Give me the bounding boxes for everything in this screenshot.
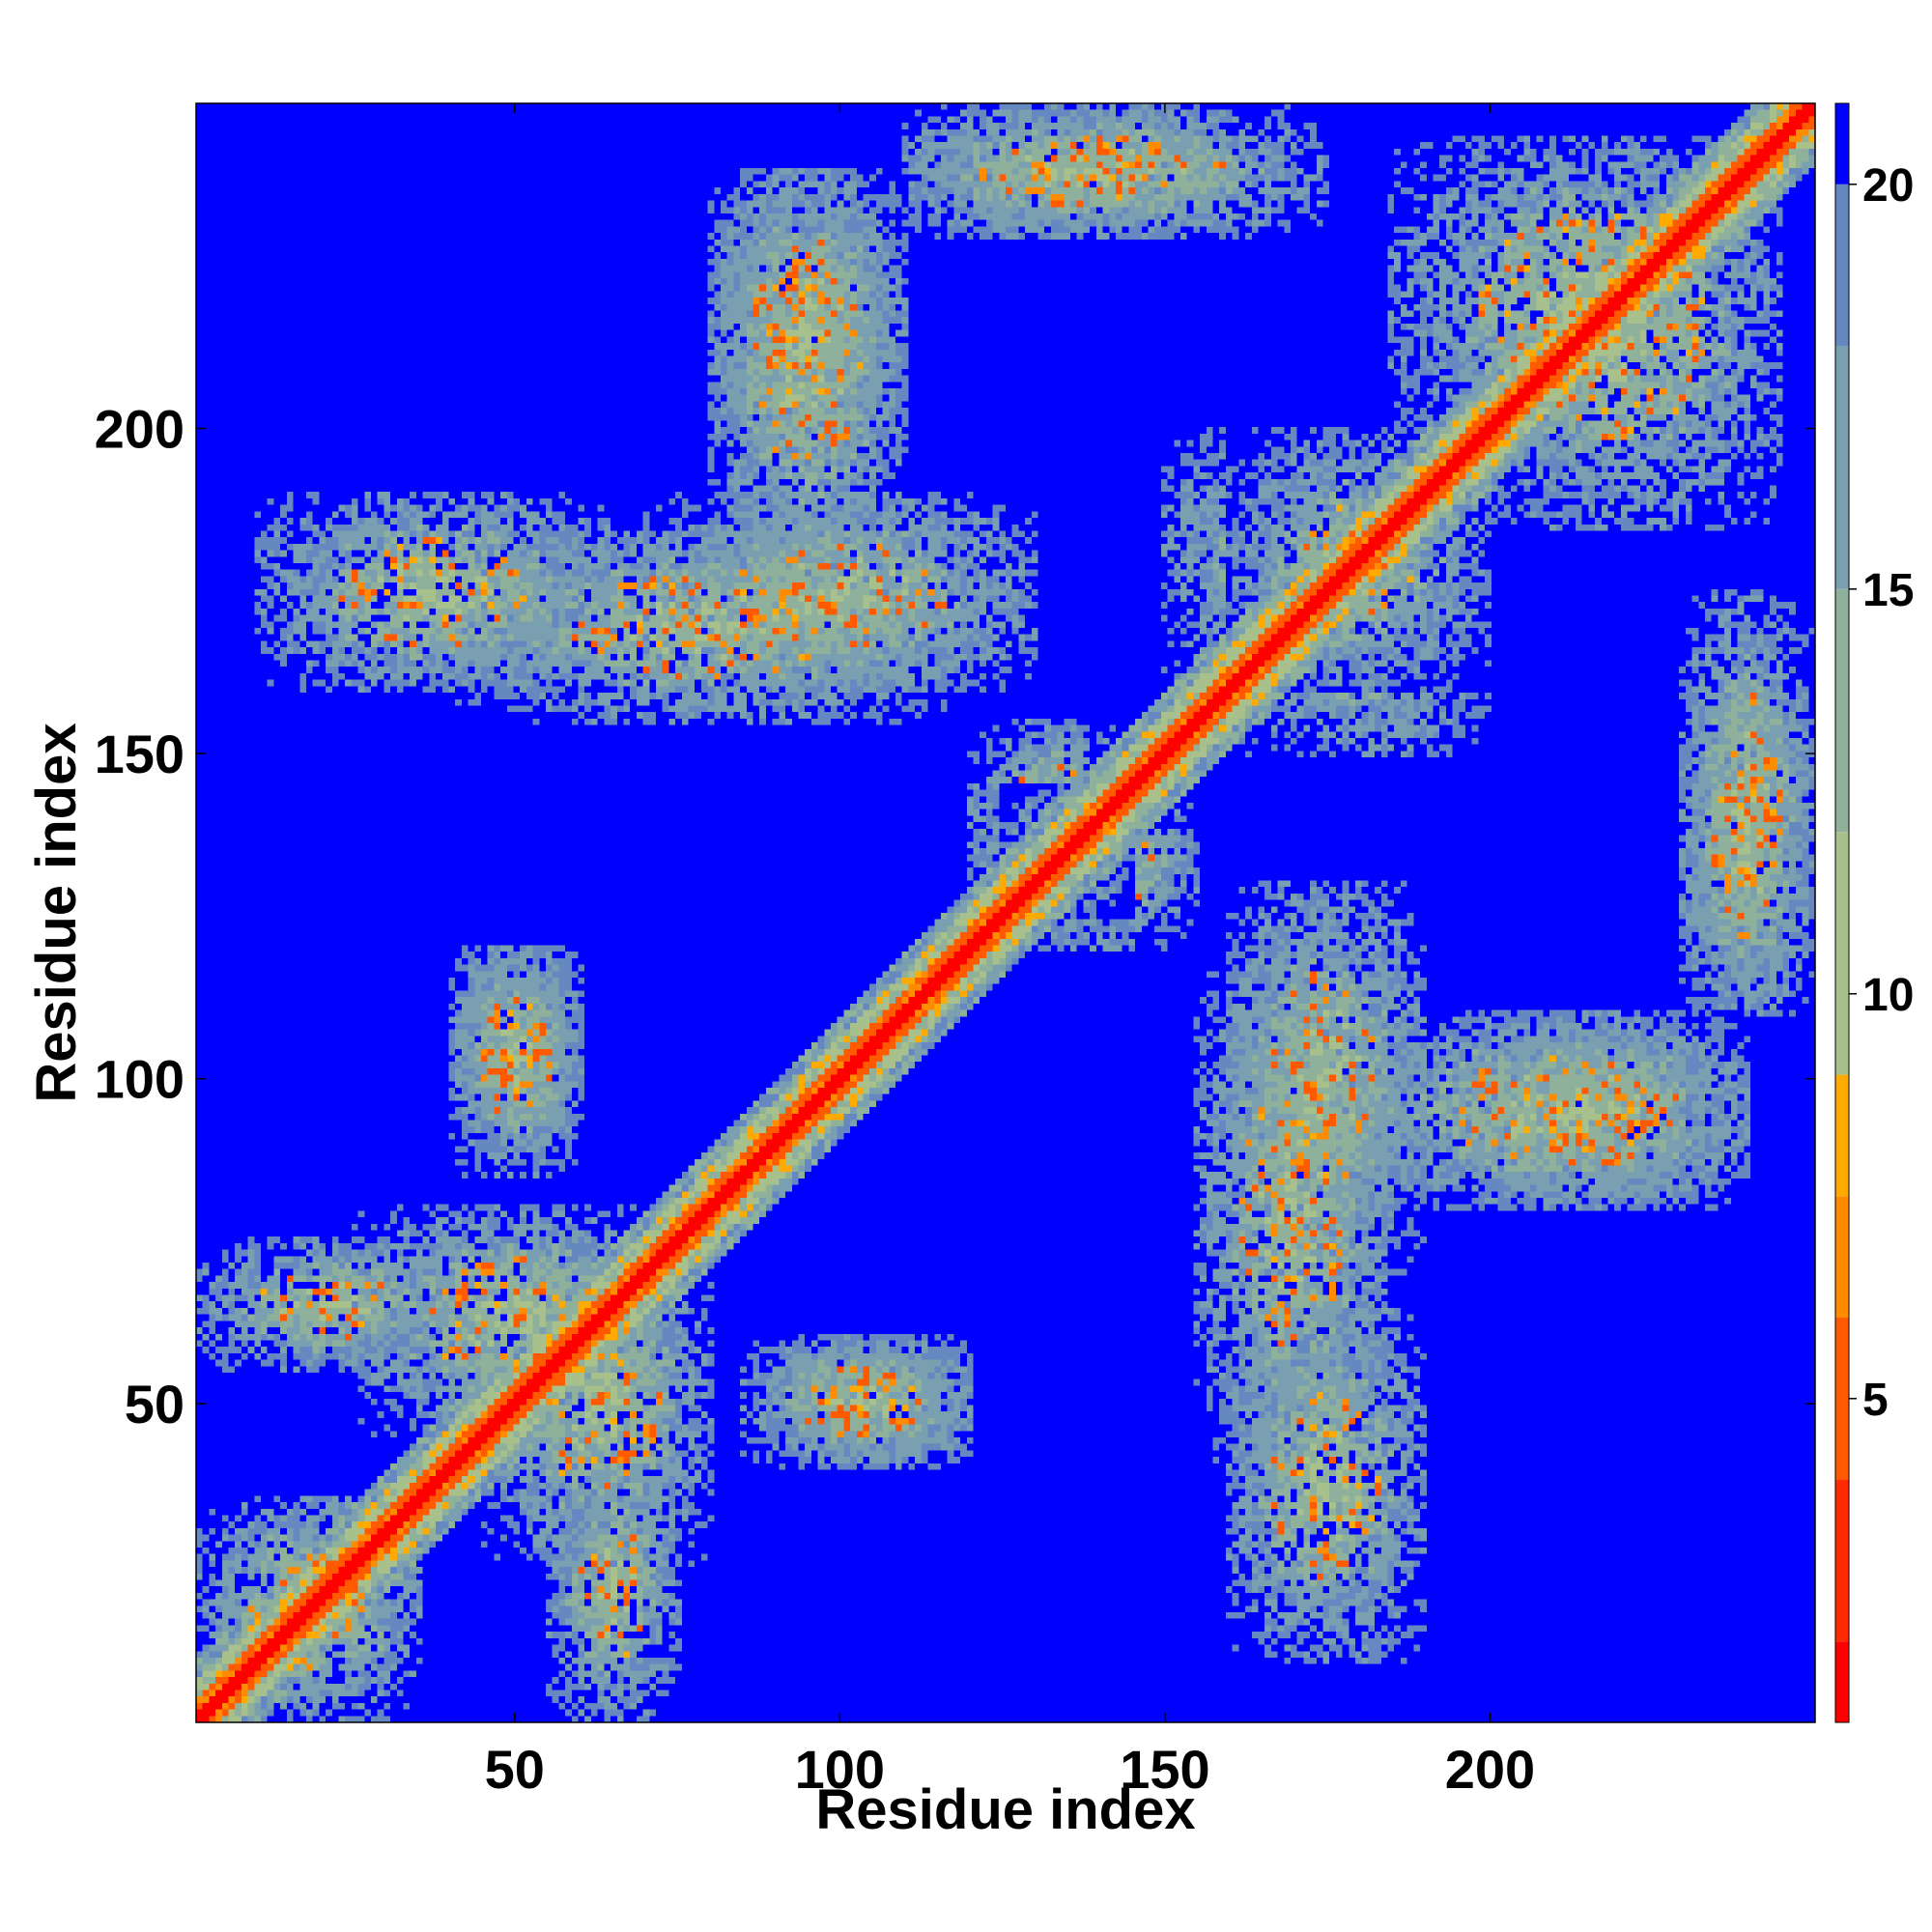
colorbar [1834,102,1850,1723]
colorbar-frame [1834,102,1850,1723]
colorbar-segment [1835,103,1849,185]
colorbar-segment [1835,184,1849,347]
colorbar-tick-label: 20 [1862,160,1914,212]
y-axis-ticks: 50 100 150 200 [95,399,1815,1435]
x-tick-label: 200 [1445,1739,1535,1800]
colorbar-tick-label: 10 [1862,970,1914,1021]
x-axis-label: Residue index [815,1778,1195,1841]
colorbar-segment [1835,1479,1849,1642]
x-tick-label: 50 [485,1739,545,1800]
colorbar-segment [1835,1074,1849,1197]
colorbar-segment [1835,832,1849,1075]
heatmap-cells [196,103,1815,1722]
x-tick-label: 100 [795,1739,885,1800]
heatmap-plot-area [196,103,1815,1722]
colorbar-tick-label: 15 [1862,565,1914,616]
y-axis-label: Residue index [25,723,88,1102]
colorbar-ticks: 5 10 15 20 [1849,160,1914,1426]
colorbar-segment [1835,588,1849,833]
colorbar-segment [1835,1641,1849,1722]
y-tick-label: 50 [125,1374,185,1435]
x-axis-ticks: 50 100 150 200 [485,103,1535,1800]
plot-frame [195,102,1816,1723]
colorbar-segment [1835,346,1849,589]
y-tick-label: 100 [95,1049,185,1110]
colorbar-tick-label: 5 [1862,1375,1889,1426]
y-tick-label: 150 [95,724,185,784]
colorbar-segment [1835,1318,1849,1480]
colorbar-segment [1835,1196,1849,1318]
y-tick-label: 200 [95,399,185,460]
x-tick-label: 150 [1120,1739,1209,1800]
